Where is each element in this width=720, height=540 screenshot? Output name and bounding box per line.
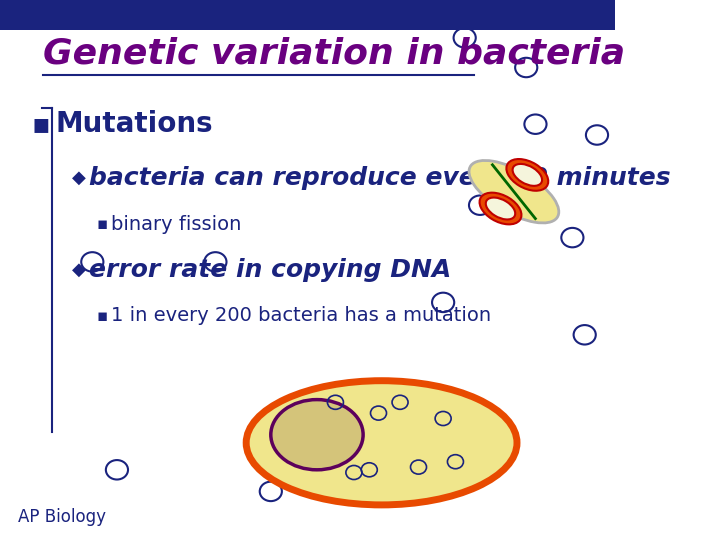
Ellipse shape [271,400,363,470]
Ellipse shape [480,193,521,224]
Text: bacteria can reproduce every 20 minutes: bacteria can reproduce every 20 minutes [89,166,671,190]
Text: ▪: ▪ [32,110,50,138]
Ellipse shape [486,198,516,219]
Text: Genetic variation in bacteria: Genetic variation in bacteria [43,36,625,70]
Text: 1 in every 200 bacteria has a mutation: 1 in every 200 bacteria has a mutation [111,306,491,326]
Text: ◆: ◆ [72,169,86,187]
Text: error rate in copying DNA: error rate in copying DNA [89,258,451,282]
Text: Mutations: Mutations [55,110,213,138]
Ellipse shape [469,160,559,223]
Text: ▪: ▪ [96,307,108,325]
Text: binary fission: binary fission [111,214,241,234]
Ellipse shape [513,164,542,186]
Text: ▪: ▪ [96,215,108,233]
Ellipse shape [246,381,517,505]
Ellipse shape [506,159,548,191]
Bar [0,0,616,30]
Text: ◆: ◆ [72,261,86,279]
Text: AP Biology: AP Biology [19,509,107,526]
